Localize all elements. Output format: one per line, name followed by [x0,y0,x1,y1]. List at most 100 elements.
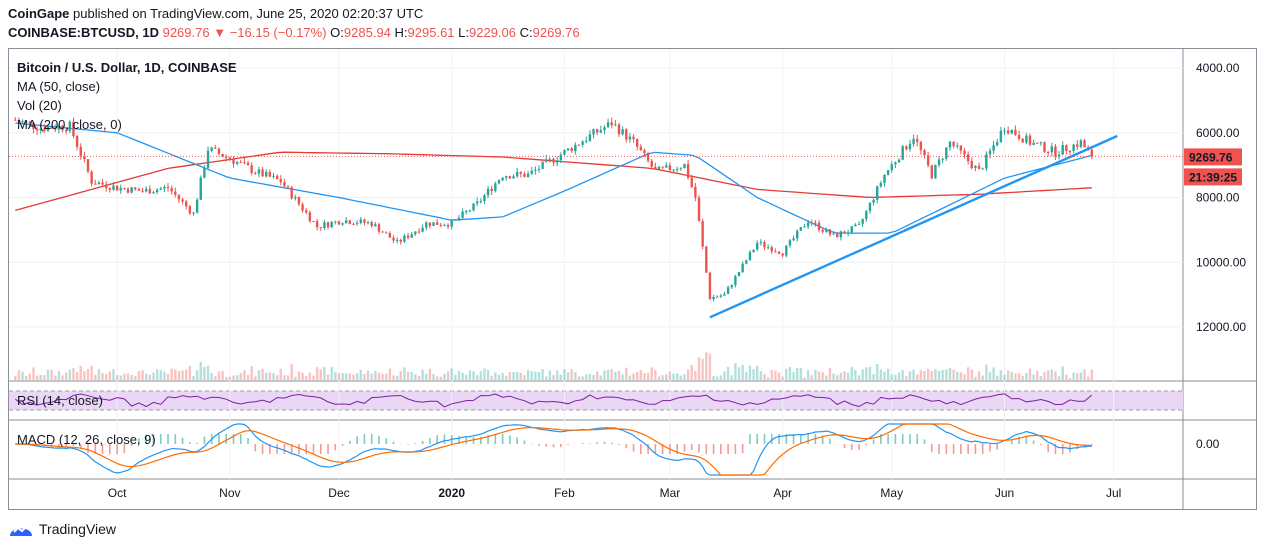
macd-histogram-bar [101,444,104,454]
candle-body [617,124,621,135]
macd-histogram-bar [989,444,991,452]
volume-bar [1039,376,1043,380]
low-value: 9229.06 [469,25,516,40]
candle-body [1072,144,1075,151]
candle-body [1025,135,1028,143]
macd-histogram-bar [72,444,75,446]
volume-bar [174,369,177,380]
macd-histogram-bar [916,434,919,444]
candle-body [770,247,773,252]
candle-body [661,166,664,168]
candle-body [1014,129,1017,135]
candle-body [730,284,733,288]
volume-bar [770,369,773,380]
countdown-tag [1184,168,1242,186]
volume-bar [443,373,446,380]
candle-body [563,150,566,155]
macd-histogram-bar [458,436,460,444]
volume-bar [603,370,606,380]
candle-body [603,127,606,131]
macd-histogram-bar [203,436,206,444]
candle-body [432,222,435,226]
volume-bar [930,370,933,380]
candle-body [963,150,966,155]
macd-histogram-bar [487,434,489,444]
volume-bar [1032,374,1035,380]
candle-body [886,170,890,175]
candle-body [410,234,413,238]
candle-body [192,212,195,214]
volume-bar [261,368,264,380]
macd-histogram-bar [778,434,780,444]
candle-body [697,197,701,222]
candle-body [890,164,893,171]
candle-body [916,138,919,142]
candle-body [843,231,846,234]
legend-ma200: MA (200, close, 0) [17,117,122,132]
candle-body [326,222,330,228]
volume-bar [315,367,319,380]
macd-histogram-bar [298,444,300,454]
candle-body [283,182,286,187]
candle-body [403,235,406,242]
volume-bar [519,372,523,380]
volume-bar [661,375,664,380]
volume-bar [406,371,410,380]
volume-bar [1065,374,1068,380]
candle-body [799,227,803,231]
macd-histogram-bar [312,444,315,454]
volume-bar [581,376,584,380]
volume-bar [392,375,395,380]
volume-bar [268,372,272,380]
candle-body [737,271,741,277]
volume-bar [319,369,322,380]
candle-body [46,127,50,131]
volume-bar [86,368,90,380]
volume-bar [123,373,126,380]
volume-bar [83,371,86,380]
open-label: O: [330,25,344,40]
candle-body [275,175,279,180]
candle-body [817,222,821,230]
candle-body [428,222,432,226]
macd-histogram-bar [436,435,438,444]
candle-body [141,190,144,192]
volume-bar [970,369,973,380]
volume-bar [1083,369,1086,380]
volume-bar [905,376,908,380]
candle-body [541,161,544,169]
candle-body [610,122,613,126]
macd-histogram-bar [392,441,395,444]
volume-bar [534,371,537,380]
volume-bar [566,372,570,380]
macd-histogram-bar [1018,436,1020,444]
time-axis-label: Mar [660,486,681,500]
macd-histogram-bar [894,434,897,444]
candle-body [1028,135,1032,145]
volume-bar [850,366,853,380]
candle-body [104,184,108,189]
candle-body [545,159,548,162]
candle-body [1006,130,1010,134]
candle-body [363,219,366,223]
candle-body [1017,134,1021,139]
tradingview-footer[interactable]: TradingView [8,518,116,540]
candle-body [79,146,82,156]
last-price-tag [1184,148,1242,166]
chart-frame[interactable] [8,48,1257,510]
macd-histogram-bar [938,444,940,454]
volume-bar [614,371,617,380]
candle-body [68,121,72,131]
candle-body [392,237,395,241]
macd-histogram-bar [974,444,977,454]
candle-body [497,180,501,184]
macd-histogram-bar [145,434,148,444]
volume-bar [697,357,701,380]
volume-bar [64,372,68,380]
candle-body [625,129,628,140]
volume-bar [654,369,657,380]
volume-bar [876,364,879,380]
macd-histogram-bar [923,439,926,444]
volume-bar [774,370,777,380]
